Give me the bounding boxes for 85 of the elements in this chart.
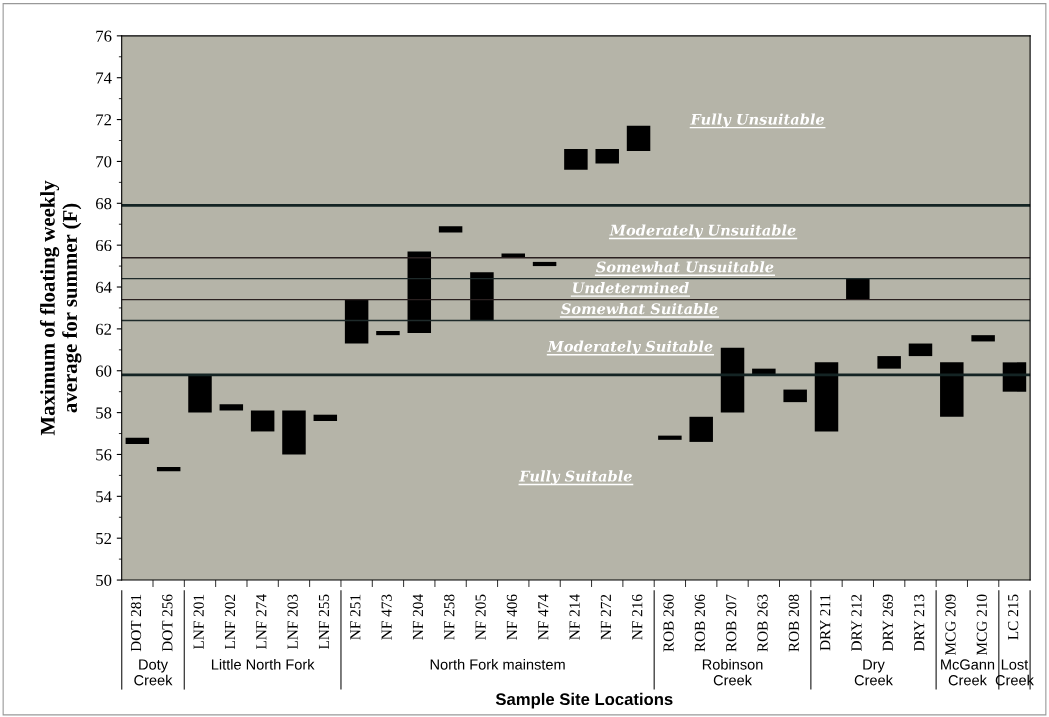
annotation: Fully Suitable	[518, 470, 632, 485]
x-tick-label: NF 272	[600, 594, 611, 640]
bar	[282, 410, 306, 455]
x-tick-label: ROB 260	[663, 594, 674, 652]
x-axis-title: Sample Site Locations	[495, 692, 673, 709]
x-tick-label: DRY 269	[882, 594, 893, 652]
y-tick-label: 50	[96, 574, 112, 586]
x-tick-label: MCG 209	[945, 594, 956, 656]
text: Doty Creek	[134, 659, 173, 686]
bar	[564, 148, 588, 170]
y-tick-label: 52	[96, 532, 112, 545]
y-tick-label: 54	[96, 491, 112, 503]
x-tick-label: NF 216	[632, 594, 643, 640]
x-tick-label: DOT 256	[162, 594, 173, 652]
annotation: Undetermined	[573, 282, 689, 294]
x-tick-label: NF 204	[412, 594, 424, 640]
bar	[658, 435, 682, 440]
annotation: Fully Unsuitable	[690, 113, 825, 128]
bar	[532, 261, 557, 267]
x-tick-label: ROB 208	[788, 594, 799, 652]
bar	[188, 374, 212, 413]
bar	[250, 410, 275, 432]
y-tick-label: 58	[96, 407, 112, 419]
y-tick-label: 64	[96, 281, 112, 293]
bar	[971, 335, 995, 342]
bar	[595, 148, 619, 164]
bar	[720, 347, 745, 413]
bar	[814, 362, 839, 432]
x-tick-label: NF 214	[569, 594, 580, 640]
x-tick-label: NF 474	[538, 594, 549, 640]
bar	[783, 389, 807, 403]
y-axis-title: Maximum of floating weekly average for summer (F)	[39, 180, 82, 436]
bar	[908, 343, 933, 357]
annotation: Somewhat Unsuitable	[595, 261, 774, 273]
bar	[313, 414, 338, 421]
bar	[689, 416, 713, 442]
bar	[470, 272, 494, 321]
bar	[125, 437, 150, 444]
bar	[846, 278, 870, 300]
text: Little North Fork	[211, 658, 315, 670]
y-tick-label: 56	[96, 449, 112, 461]
x-tick-label: LNF 201	[193, 594, 204, 650]
bar	[344, 299, 369, 344]
x-tick-label: NF 205	[475, 594, 486, 640]
bar	[376, 330, 400, 336]
bar	[1002, 362, 1027, 392]
bar	[407, 251, 432, 334]
x-tick-label: NF 473	[381, 594, 392, 640]
y-tick-label: 68	[96, 198, 112, 210]
bar	[877, 356, 901, 369]
annotation: Somewhat Suitable	[561, 302, 718, 315]
text: Robinson Creek	[702, 658, 763, 686]
text: McGann Creek	[941, 659, 995, 686]
x-tick-label: LNF 203	[287, 594, 298, 650]
bar	[219, 404, 244, 411]
x-tick-label: DRY 213	[914, 594, 925, 652]
y-tick-label: 70	[96, 156, 112, 168]
x-tick-label: NF 251	[350, 594, 361, 640]
x-tick-label: MCG 210	[976, 594, 987, 656]
bar	[438, 226, 463, 233]
x-tick-label: LC 215	[1008, 594, 1019, 640]
x-tick-label: DRY 211	[820, 594, 831, 651]
x-tick-label: ROB 206	[694, 594, 706, 652]
bar	[940, 362, 964, 417]
bar	[626, 125, 651, 151]
x-tick-label: ROB 263	[757, 594, 768, 652]
x-tick-label: DRY 212	[851, 594, 862, 652]
y-tick-label: 62	[96, 323, 112, 335]
x-tick-label: NF 258	[444, 594, 455, 640]
y-tick-label: 74	[96, 72, 112, 84]
text: North Fork mainstem	[430, 658, 565, 670]
x-tick-label: DOT 281	[130, 594, 142, 652]
y-tick-label: 66	[96, 239, 112, 252]
x-tick-label: NF 406	[506, 594, 518, 640]
y-tick-label: 72	[96, 114, 112, 126]
x-tick-label: LNF 255	[318, 594, 330, 650]
bar	[156, 467, 181, 472]
x-tick-label: LNF 274	[256, 594, 267, 650]
annotation: Moderately Unsuitable	[609, 224, 796, 239]
x-tick-label: ROB 207	[726, 594, 737, 652]
x-tick-label: LNF 202	[224, 594, 236, 650]
annotation: Moderately Suitable	[547, 340, 713, 355]
text: Dry Creek	[854, 659, 893, 686]
y-tick-label: 76	[96, 30, 112, 42]
y-tick-label: 60	[96, 365, 112, 377]
